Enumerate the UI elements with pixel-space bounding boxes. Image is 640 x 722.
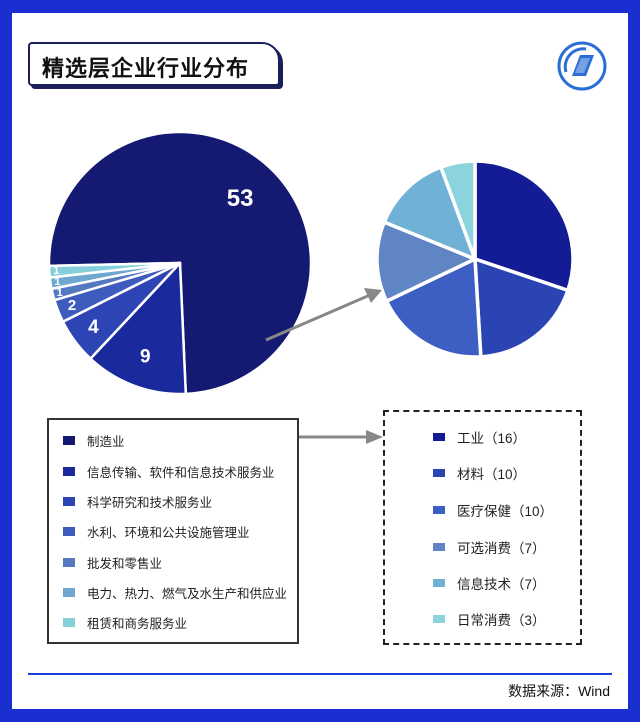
industry-legend: 制造业 信息传输、软件和信息技术服务业 科学研究和技术服务业 水利、环境和公共设…	[47, 418, 299, 644]
pie-data-label: 53	[227, 185, 254, 212]
legend-swatch	[63, 526, 75, 536]
legend-label: 可选消费（7）	[457, 541, 546, 556]
legend-swatch	[63, 587, 75, 597]
legend-swatch	[433, 543, 445, 551]
legend-label: 租赁和商务服务业	[87, 616, 188, 631]
legend-item: 工业（16）	[433, 427, 526, 447]
legend-item: 日常消费（3）	[433, 609, 546, 629]
pie-slice	[89, 261, 188, 396]
legend-swatch	[433, 579, 445, 587]
legend-label: 材料（10）	[457, 467, 527, 482]
legend-item: 信息技术（7）	[433, 573, 546, 593]
legend-item: 信息传输、软件和信息技术服务业	[63, 461, 275, 481]
legend-swatch	[63, 557, 75, 567]
legend-label: 信息技术（7）	[457, 577, 546, 592]
legend-label: 医疗保健（10）	[457, 504, 554, 519]
pie-slice	[47, 261, 182, 279]
pie-data-label: 9	[140, 346, 151, 367]
footer-divider	[28, 673, 612, 675]
legend-label: 水利、环境和公共设施管理业	[87, 525, 250, 540]
pie-data-label: 1	[54, 276, 60, 288]
legend-label: 日常消费（3）	[457, 613, 546, 628]
pie-slice	[375, 220, 477, 303]
legend-item: 可选消费（7）	[433, 537, 546, 557]
legend-swatch	[63, 496, 75, 506]
manufacturing-breakdown-pie	[375, 159, 575, 359]
legend-item: 批发和零售业	[63, 552, 162, 572]
legend-label: 电力、热力、燃气及水生产和供应业	[87, 586, 288, 601]
legend-swatch	[433, 615, 445, 623]
wind-logo-icon	[557, 41, 607, 91]
pie-data-label: 2	[68, 297, 76, 314]
legend-swatch	[63, 435, 75, 445]
pie-data-label: 1	[53, 265, 59, 277]
legend-item: 材料（10）	[433, 463, 526, 483]
legend-label: 批发和零售业	[87, 556, 163, 571]
pie-slice	[382, 165, 477, 261]
manufacturing-legend: 工业（16） 材料（10） 医疗保健（10） 可选消费（7） 信息技术（7） 日…	[383, 410, 582, 645]
legend-swatch	[63, 466, 75, 476]
legend-item: 制造业	[63, 430, 125, 450]
pie-slice	[473, 257, 570, 359]
title-box: 精选层企业行业分布	[28, 42, 280, 86]
legend-item: 租赁和商务服务业	[63, 612, 187, 632]
legend-item: 医疗保健（10）	[433, 500, 553, 520]
page-title: 精选层企业行业分布	[42, 56, 250, 81]
pie-data-label: 4	[88, 317, 99, 338]
legend-label: 制造业	[87, 434, 125, 449]
legend-swatch	[433, 469, 445, 477]
legend-swatch	[63, 617, 75, 627]
legend-label: 信息传输、软件和信息技术服务业	[87, 465, 275, 480]
zoom-arrow	[265, 288, 382, 342]
legend-label: 科学研究和技术服务业	[87, 495, 213, 510]
legend-label: 工业（16）	[457, 431, 527, 446]
pie-slice	[473, 159, 575, 293]
pie-slice	[439, 159, 477, 261]
legend-item: 科学研究和技术服务业	[63, 491, 212, 511]
source-note: 数据来源：Wind	[508, 683, 610, 699]
pie-data-label: 1	[57, 287, 63, 299]
legend-swatch	[433, 433, 445, 441]
legend-swatch	[433, 506, 445, 514]
legend-item: 水利、环境和公共设施管理业	[63, 521, 250, 541]
pie-slice	[384, 257, 483, 359]
legend-item: 电力、热力、燃气及水生产和供应业	[63, 582, 287, 602]
